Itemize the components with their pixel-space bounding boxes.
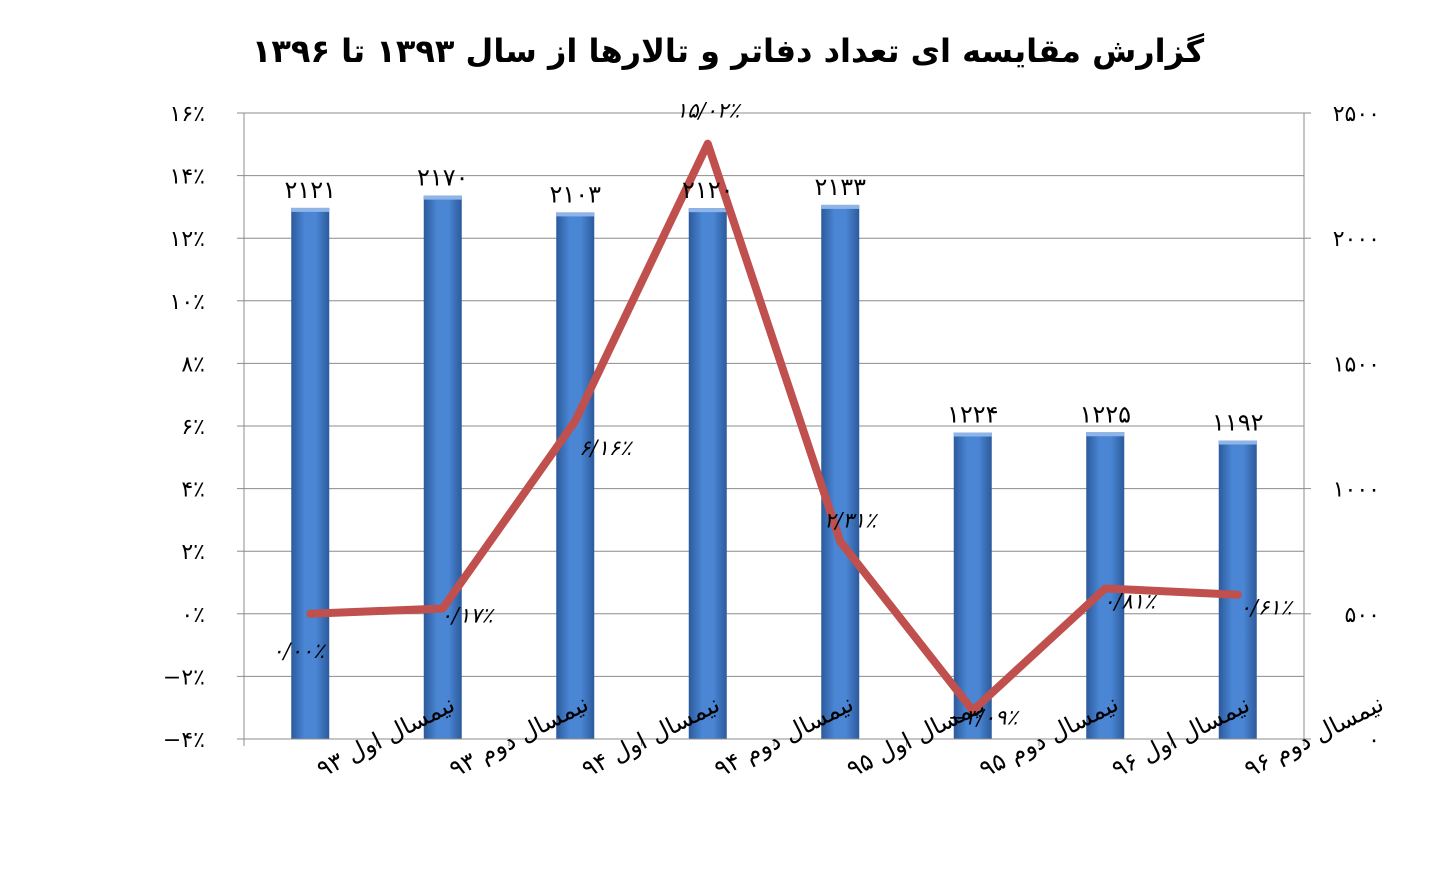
left-axis-tick-label: −۲٪	[163, 665, 205, 690]
bar	[821, 204, 860, 740]
bar-value-label: ۲۱۰۳	[549, 180, 601, 208]
axes: −۴٪ −۲٪ ۰٪ ۲٪ ۴٪ ۶٪ ۸٪ ۱۰٪ ۱۲٪ ۱۴٪ ۱۶٪ ۰ ۵۰۰ ۱۰۰۰ ۱۵۰۰…	[163, 102, 1388, 783]
left-axis-tick-label: ۸٪	[181, 352, 205, 377]
left-axis-tick-label: ۱۴٪	[170, 165, 205, 190]
bar-top-highlight	[821, 204, 860, 209]
line-point	[574, 419, 577, 422]
percent-change-line	[306, 139, 1242, 715]
left-axis-tick-label: ۴٪	[181, 478, 205, 503]
line-value-label: ۰/۶۱٪	[1240, 596, 1295, 620]
right-axis-tick-label: ۰	[1368, 728, 1380, 753]
bar-top-highlight	[556, 212, 595, 217]
bar-top-highlight	[953, 432, 992, 437]
line-point	[441, 607, 444, 610]
bar-top-highlight	[423, 195, 462, 200]
bar	[291, 207, 330, 739]
line-value-label: ۰/۸۱٪	[1103, 589, 1158, 613]
bar-value-label: ۲۱۲۰	[682, 176, 734, 204]
bar-value-label: ۱۲۲۵	[1079, 400, 1131, 428]
left-axis-tick-label: −۴٪	[163, 728, 205, 753]
bar	[688, 208, 727, 740]
left-axis-tick-label: ۲٪	[181, 540, 205, 565]
bar-series	[291, 195, 1257, 740]
line-point	[1236, 593, 1239, 596]
line-point	[706, 142, 709, 145]
line-series	[306, 139, 1242, 715]
bar	[1218, 440, 1257, 739]
line-value-label: −۳/۰۹٪	[948, 706, 1021, 730]
left-axis-tick-label: ۱۲٪	[170, 227, 205, 252]
bar-value-label: ۲۱۷۰	[417, 164, 469, 192]
line-point	[1104, 587, 1107, 590]
bar	[556, 212, 595, 739]
x-axis-category-label: نیمسال دوم ۹۶	[1240, 689, 1388, 783]
right-axis-tick-label: ۲۵۰۰	[1333, 102, 1380, 127]
gridlines	[244, 112, 1304, 740]
line-value-label: ۰/۰۰٪	[272, 639, 327, 663]
data-labels: ۲۱۲۱ ۲۱۷۰ ۲۱۰۳ ۲۱۲۰ ۲۱۳۳ ۱۲۲۴ ۱۲۲۵ ۱۱۹۲ ۰/۰۰٪ ۰/۱…	[272, 99, 1294, 730]
left-axis-tick-label: ۱۰٪	[170, 290, 205, 315]
line-value-label: ۲/۳۱٪	[824, 508, 879, 532]
right-axis-tick-label: ۵۰۰	[1345, 603, 1380, 628]
line-point	[309, 612, 312, 615]
bar-value-label: ۱۲۲۴	[947, 401, 999, 429]
chart-title: گزارش مقایسه ای تعداد دفاتر و تالارها از…	[252, 32, 1205, 70]
bar-top-highlight	[688, 208, 727, 213]
right-axis-tick-label: ۱۵۰۰	[1333, 352, 1380, 377]
bar-value-label: ۲۱۳۳	[814, 173, 866, 201]
right-axis-tick-label: ۱۰۰۰	[1333, 478, 1380, 503]
right-axis-tick-label: ۲۰۰۰	[1333, 227, 1380, 252]
line-point	[839, 540, 842, 543]
line-value-label: ۱۵/۰۲٪	[676, 99, 742, 123]
bar-value-label: ۱۱۹۲	[1212, 409, 1264, 437]
line-value-label: ۶/۱۶٪	[579, 436, 634, 460]
left-axis-tick-label: ۶٪	[181, 415, 205, 440]
bar	[423, 195, 462, 739]
bar-value-label: ۲۱۲۱	[284, 176, 336, 204]
bar-top-highlight	[1086, 432, 1125, 437]
line-value-label: ۰/۱۷٪	[441, 603, 496, 627]
left-axis-tick-label: ۰٪	[181, 603, 205, 628]
bar-top-highlight	[291, 207, 330, 212]
left-axis-tick-label: ۱۶٪	[170, 102, 205, 127]
bar-top-highlight	[1218, 440, 1257, 445]
line-point	[971, 709, 974, 712]
